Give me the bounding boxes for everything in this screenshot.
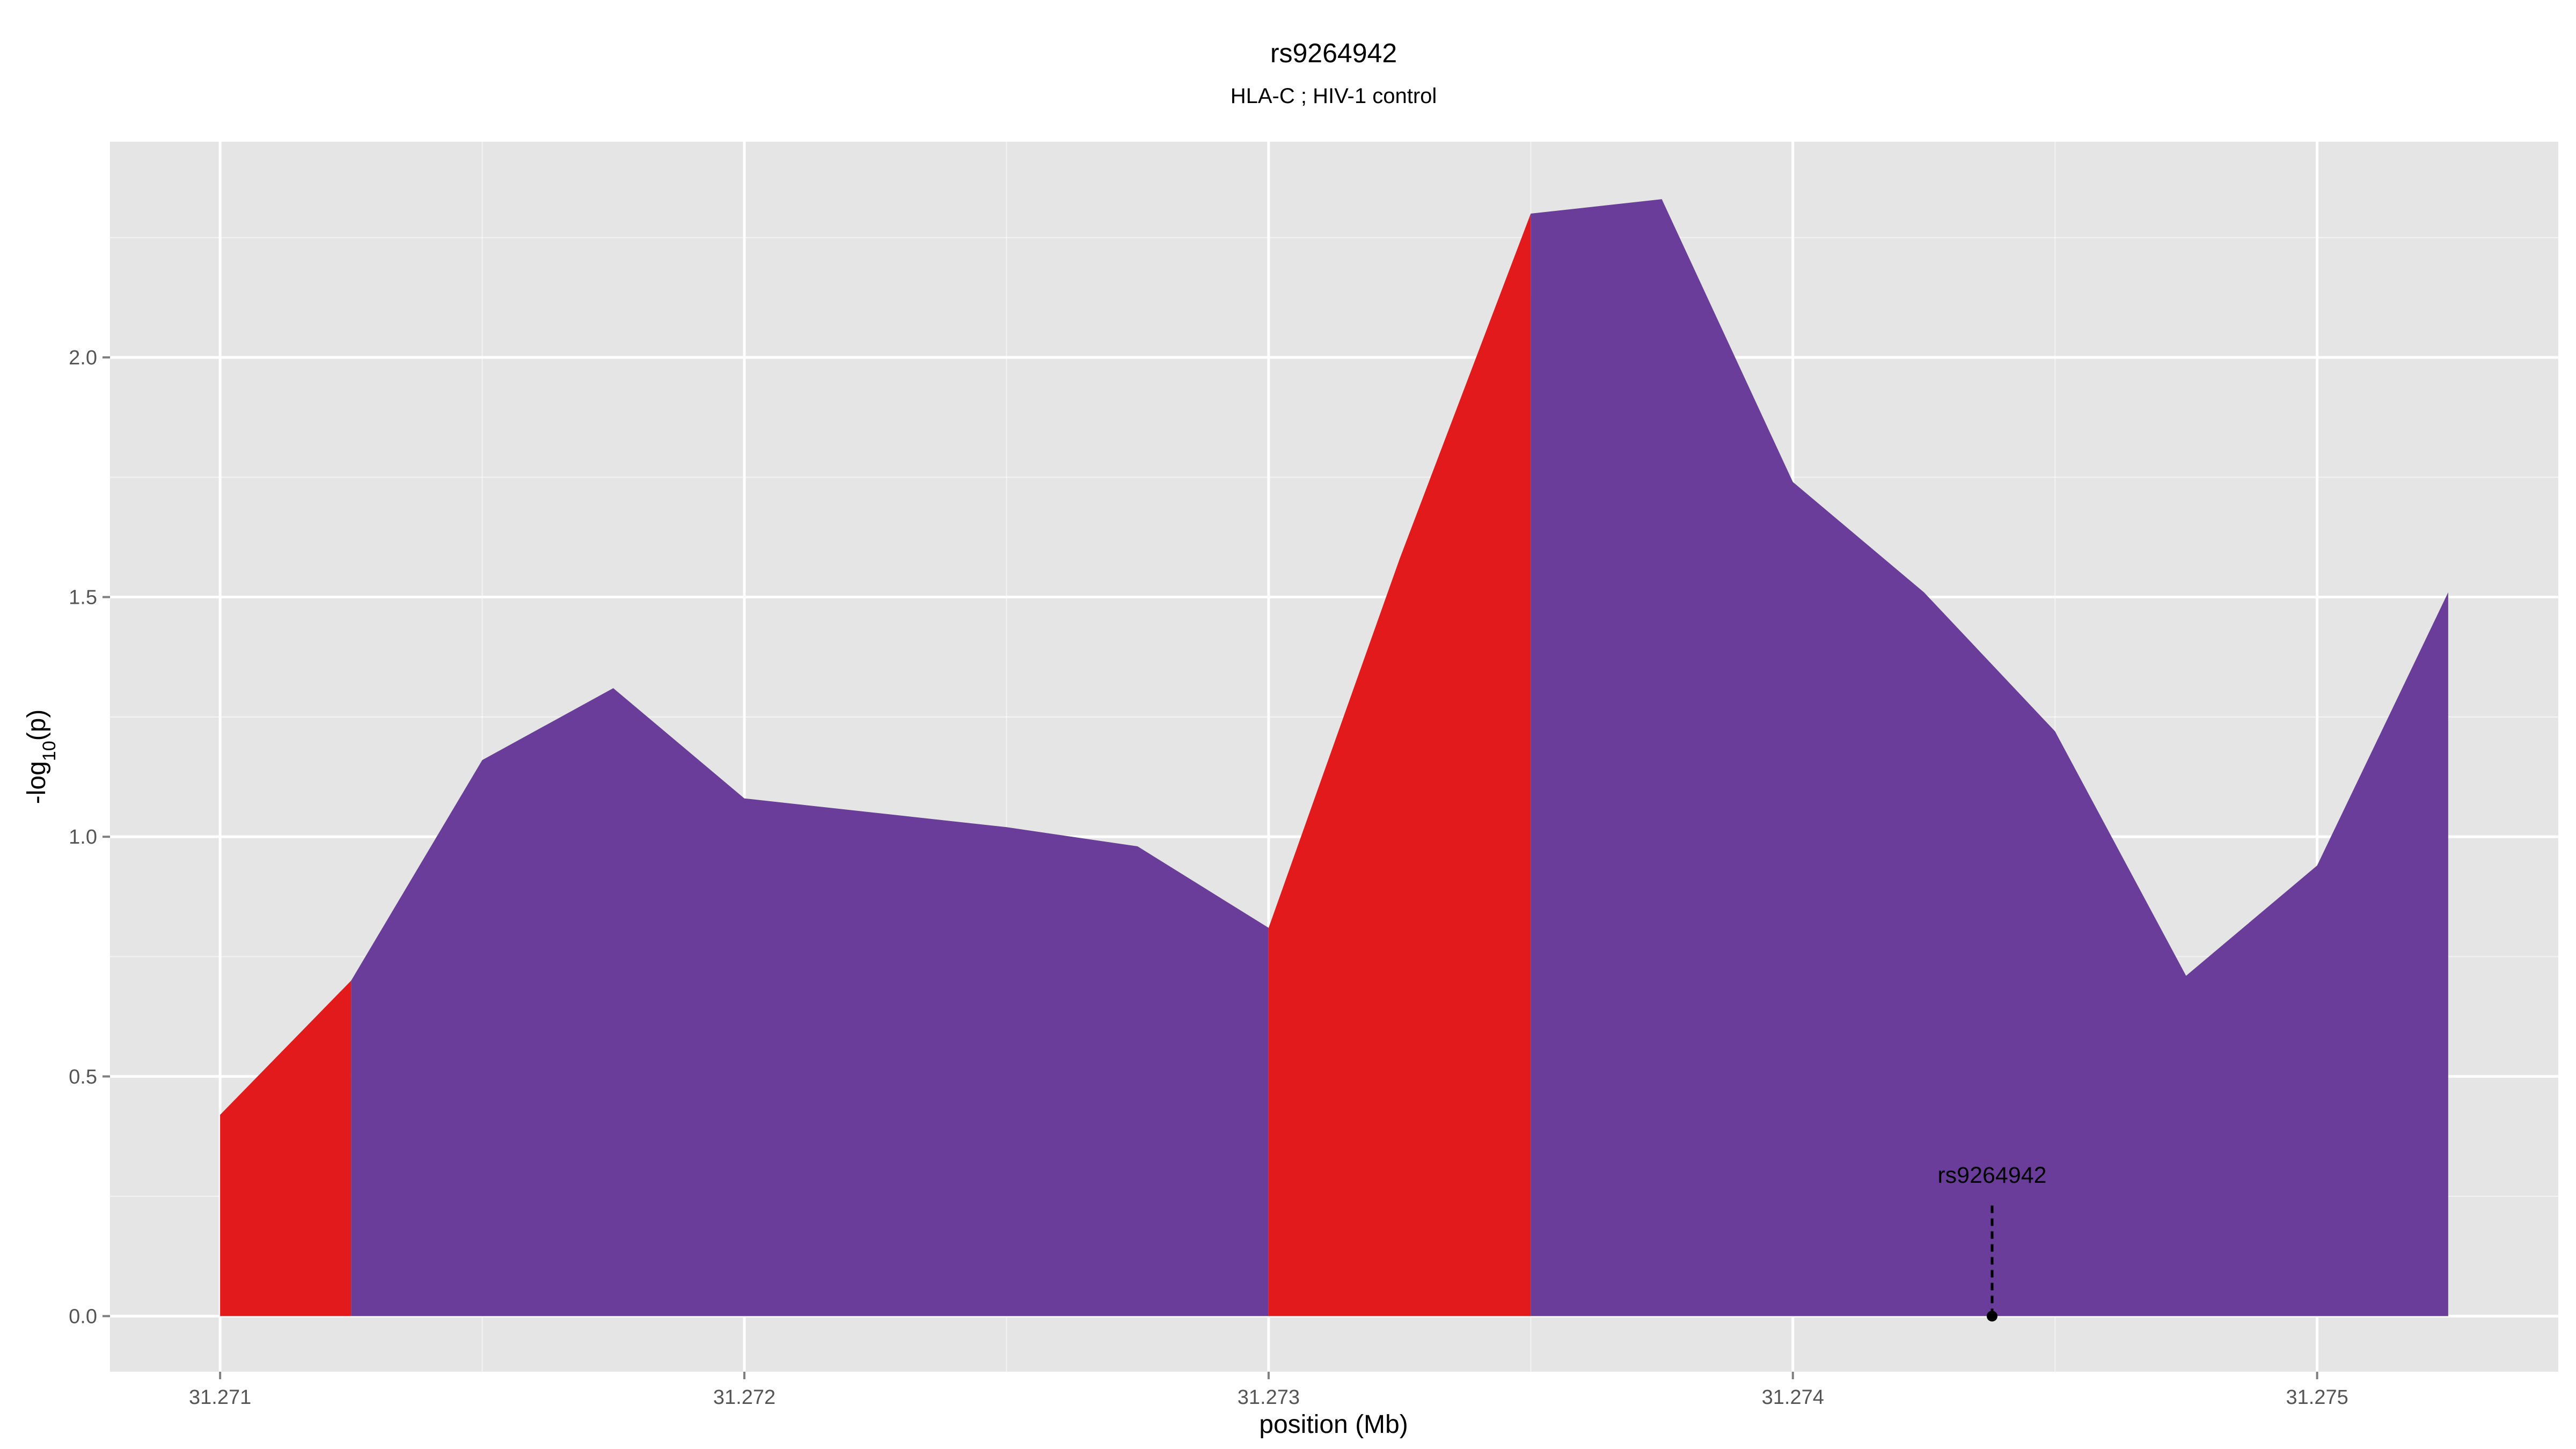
x-axis-ticks: 31.271 31.272 31.273 31.274 31.275 bbox=[189, 1372, 2348, 1409]
x-tick-label: 31.272 bbox=[713, 1386, 775, 1409]
y-tick-label: 1.5 bbox=[69, 587, 97, 609]
x-tick-label: 31.273 bbox=[1238, 1386, 1300, 1409]
area-segment bbox=[1531, 199, 2448, 1316]
y-tick-label: 0.0 bbox=[69, 1305, 97, 1328]
x-tick-label: 31.271 bbox=[189, 1386, 251, 1409]
y-axis-title: -log10(p) bbox=[23, 709, 60, 804]
snp-annotation: rs9264942 bbox=[1937, 1162, 2047, 1322]
y-tick-label: 1.0 bbox=[69, 826, 97, 848]
area-series bbox=[220, 199, 2448, 1316]
y-axis-ticks: 0.0 0.5 1.0 1.5 2.0 bbox=[69, 347, 110, 1328]
y-tick-label: 0.5 bbox=[69, 1066, 97, 1088]
area-segment bbox=[220, 980, 352, 1316]
annotation-label: rs9264942 bbox=[1937, 1162, 2046, 1188]
x-tick-label: 31.274 bbox=[1762, 1386, 1824, 1409]
chart-subtitle: HLA-C ; HIV-1 control bbox=[1231, 84, 1437, 108]
area-segment bbox=[1268, 213, 1531, 1316]
y-tick-label: 2.0 bbox=[69, 347, 97, 369]
area-segment bbox=[351, 688, 1269, 1316]
x-axis-title: position (Mb) bbox=[1259, 1410, 1408, 1439]
x-tick-label: 31.275 bbox=[2286, 1386, 2348, 1409]
chart-title: rs9264942 bbox=[1270, 38, 1397, 68]
annotation-point bbox=[1986, 1311, 1997, 1322]
